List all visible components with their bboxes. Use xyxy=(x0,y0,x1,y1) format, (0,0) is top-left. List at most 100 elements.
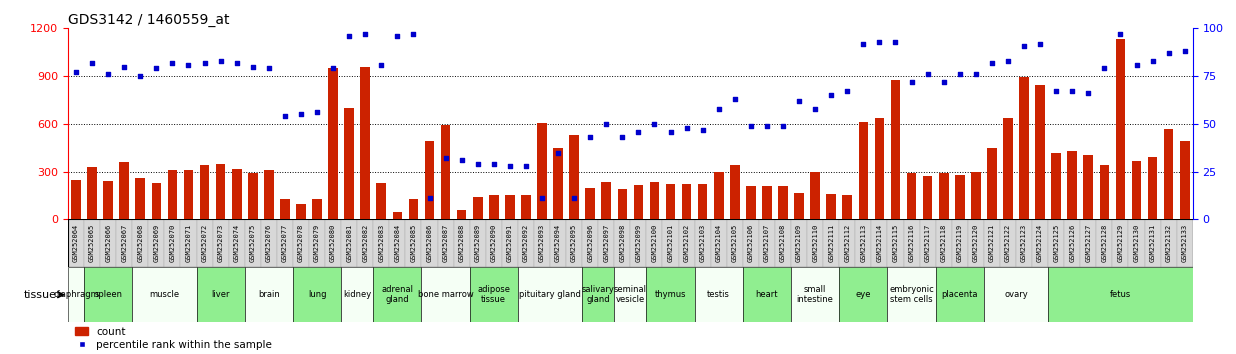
FancyBboxPatch shape xyxy=(470,219,486,267)
Point xyxy=(292,112,311,117)
FancyBboxPatch shape xyxy=(984,219,1000,267)
Text: kidney: kidney xyxy=(344,290,371,299)
FancyBboxPatch shape xyxy=(389,219,405,267)
Point xyxy=(774,123,794,129)
FancyBboxPatch shape xyxy=(791,267,839,322)
FancyBboxPatch shape xyxy=(341,267,373,322)
Bar xyxy=(265,170,273,219)
Text: GSM252122: GSM252122 xyxy=(1005,223,1011,262)
Point xyxy=(1174,48,1194,54)
FancyBboxPatch shape xyxy=(1128,219,1145,267)
FancyBboxPatch shape xyxy=(759,219,775,267)
FancyBboxPatch shape xyxy=(197,219,213,267)
Text: embryonic
stem cells: embryonic stem cells xyxy=(889,285,934,304)
Text: GSM252074: GSM252074 xyxy=(234,223,240,262)
Text: GSM252085: GSM252085 xyxy=(410,223,417,262)
FancyBboxPatch shape xyxy=(100,219,116,267)
Bar xyxy=(457,210,466,219)
FancyBboxPatch shape xyxy=(887,267,936,322)
Point xyxy=(499,163,519,169)
FancyBboxPatch shape xyxy=(662,219,679,267)
Point xyxy=(756,123,776,129)
Bar xyxy=(634,185,643,219)
Point xyxy=(853,41,873,46)
Text: placenta: placenta xyxy=(942,290,978,299)
Point xyxy=(1142,58,1162,64)
Text: GSM252105: GSM252105 xyxy=(732,223,738,262)
Text: GSM252130: GSM252130 xyxy=(1133,223,1140,262)
Point xyxy=(227,60,247,65)
FancyBboxPatch shape xyxy=(373,267,421,322)
FancyBboxPatch shape xyxy=(839,267,887,322)
Text: GSM252071: GSM252071 xyxy=(185,223,192,262)
FancyBboxPatch shape xyxy=(68,219,84,267)
Text: GSM252095: GSM252095 xyxy=(571,223,577,262)
Bar xyxy=(1148,157,1157,219)
Text: fetus: fetus xyxy=(1110,290,1131,299)
Point xyxy=(806,106,826,112)
Bar xyxy=(730,165,739,219)
Bar xyxy=(955,175,964,219)
Text: GSM252092: GSM252092 xyxy=(523,223,529,262)
FancyBboxPatch shape xyxy=(277,219,293,267)
Point xyxy=(821,92,840,98)
Text: adipose
tissue: adipose tissue xyxy=(477,285,510,304)
FancyBboxPatch shape xyxy=(518,219,534,267)
Bar xyxy=(939,173,948,219)
Bar xyxy=(827,194,836,219)
FancyBboxPatch shape xyxy=(614,267,646,322)
Point xyxy=(452,158,472,163)
Bar xyxy=(763,186,771,219)
FancyBboxPatch shape xyxy=(164,219,180,267)
Text: GSM252129: GSM252129 xyxy=(1117,223,1124,262)
Text: GSM252110: GSM252110 xyxy=(812,223,818,262)
FancyBboxPatch shape xyxy=(839,219,855,267)
FancyBboxPatch shape xyxy=(823,219,839,267)
Point xyxy=(67,69,87,75)
Point xyxy=(515,163,535,169)
Point xyxy=(1078,91,1098,96)
Text: bone marrow: bone marrow xyxy=(418,290,473,299)
FancyBboxPatch shape xyxy=(454,219,470,267)
Text: GSM252123: GSM252123 xyxy=(1021,223,1027,262)
FancyBboxPatch shape xyxy=(486,219,502,267)
Bar xyxy=(168,170,177,219)
Bar xyxy=(1068,151,1077,219)
Point xyxy=(531,196,551,201)
FancyBboxPatch shape xyxy=(421,219,438,267)
Bar xyxy=(522,195,530,219)
Text: GSM252106: GSM252106 xyxy=(748,223,754,262)
FancyBboxPatch shape xyxy=(534,219,550,267)
Point xyxy=(789,98,808,104)
FancyBboxPatch shape xyxy=(357,219,373,267)
FancyBboxPatch shape xyxy=(1145,219,1161,267)
FancyBboxPatch shape xyxy=(952,219,968,267)
Text: GDS3142 / 1460559_at: GDS3142 / 1460559_at xyxy=(68,13,230,27)
Bar xyxy=(1020,77,1028,219)
Text: GSM252091: GSM252091 xyxy=(507,223,513,262)
Bar xyxy=(152,183,161,219)
Text: GSM252064: GSM252064 xyxy=(73,223,79,262)
Bar xyxy=(1084,155,1093,219)
Text: GSM252086: GSM252086 xyxy=(426,223,433,262)
Bar xyxy=(1100,165,1109,219)
Bar xyxy=(216,164,225,219)
Point xyxy=(949,72,969,77)
Point xyxy=(179,62,199,68)
Bar xyxy=(714,172,723,219)
Bar xyxy=(554,148,562,219)
Bar xyxy=(281,199,289,219)
FancyBboxPatch shape xyxy=(855,219,871,267)
Bar xyxy=(72,179,80,219)
Bar xyxy=(586,188,595,219)
Point xyxy=(307,110,326,115)
FancyBboxPatch shape xyxy=(421,267,470,322)
Text: GSM252114: GSM252114 xyxy=(876,223,883,262)
Text: GSM252108: GSM252108 xyxy=(780,223,786,262)
FancyBboxPatch shape xyxy=(646,267,695,322)
Legend: count, percentile rank within the sample: count, percentile rank within the sample xyxy=(73,324,274,352)
Bar xyxy=(409,199,418,219)
Text: GSM252103: GSM252103 xyxy=(700,223,706,262)
Point xyxy=(549,150,569,155)
Point xyxy=(967,72,986,77)
